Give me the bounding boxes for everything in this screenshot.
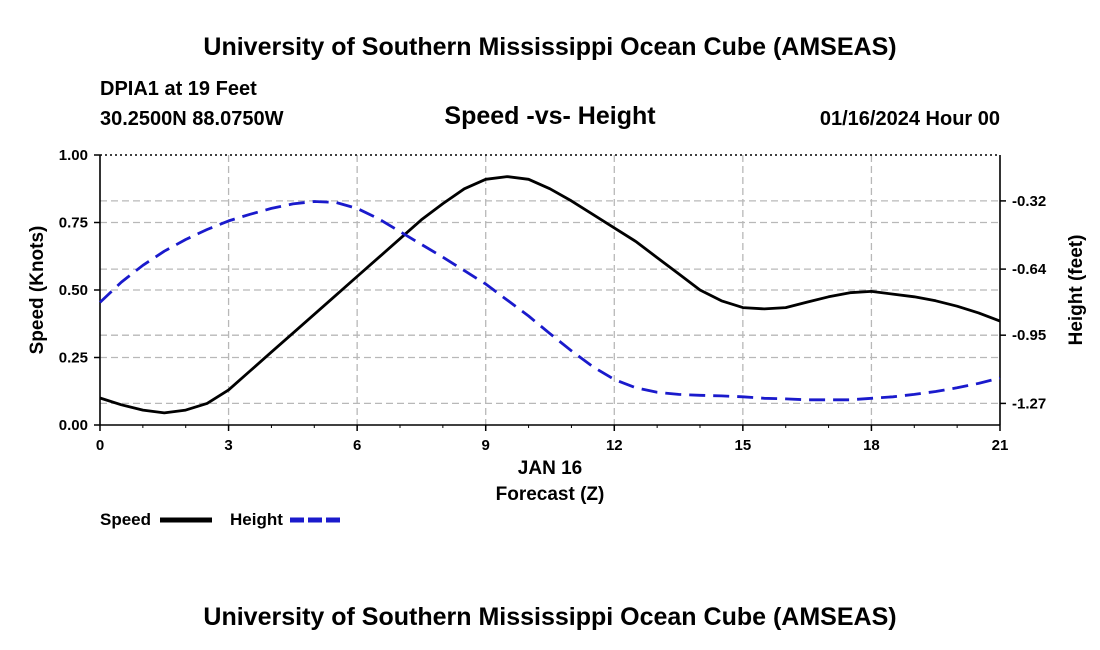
station-label: DPIA1 at 19 Feet — [100, 78, 257, 100]
x-tick-label: 3 — [224, 437, 232, 454]
legend-speed-label: Speed — [100, 510, 151, 529]
y-tick-label: 0.25 — [59, 350, 88, 367]
y-tick-label: 0.50 — [59, 282, 88, 299]
legend: Speed Height — [100, 510, 342, 529]
location-label: 30.2500N 88.0750W — [100, 108, 284, 130]
x-tick-label: 18 — [863, 437, 880, 454]
x-tick-label: 0 — [96, 437, 104, 454]
y2-tick-label: -0.32 — [1012, 193, 1046, 210]
x-tick-label: 9 — [482, 437, 490, 454]
axis-ticks: 0 3 6 9 12 15 18 21 0.00 0.25 0.50 0.75 1.00 -0.32 -0.… — [59, 147, 1047, 454]
speed-series-line — [99, 175, 1001, 415]
x-axis-label: Forecast (Z) — [496, 484, 605, 505]
x-tick-label: 6 — [353, 437, 361, 454]
x-tick-label: 15 — [735, 437, 752, 454]
y2-axis-label: Height (feet) — [1066, 235, 1087, 346]
x-date-label: JAN 16 — [518, 458, 582, 479]
y-tick-label: 0.75 — [59, 215, 88, 232]
x-tick-label: 12 — [606, 437, 623, 454]
y2-tick-label: -1.27 — [1012, 395, 1046, 412]
y-axis-label: Speed (Knots) — [27, 226, 48, 355]
y2-tick-label: -0.95 — [1012, 327, 1046, 344]
y-tick-label: 0.00 — [59, 417, 88, 434]
series-lines — [99, 175, 1001, 415]
height-series-line — [99, 200, 1001, 402]
main-title: University of Southern Mississippi Ocean… — [203, 33, 896, 61]
y2-tick-label: -0.64 — [1012, 261, 1047, 278]
y-tick-label: 1.00 — [59, 147, 88, 164]
chart-title: Speed -vs- Height — [444, 102, 656, 130]
footer-title: University of Southern Mississippi Ocean… — [203, 603, 896, 631]
x-tick-label: 21 — [992, 437, 1009, 454]
grid-lines — [100, 155, 1000, 425]
datetime-label: 01/16/2024 Hour 00 — [820, 108, 1000, 130]
legend-height-label: Height — [230, 510, 283, 529]
